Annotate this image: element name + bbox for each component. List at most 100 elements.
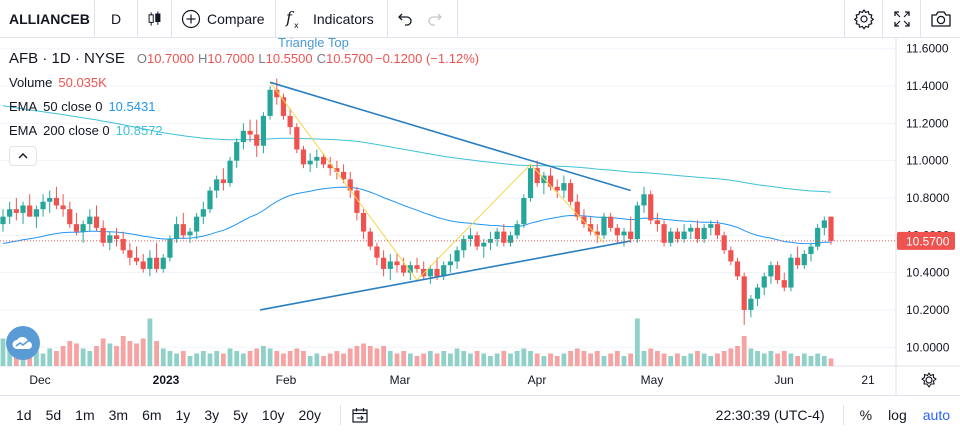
undo-icon[interactable] (397, 11, 413, 27)
range-button-5d[interactable]: 5d (45, 406, 62, 423)
clock-timezone[interactable]: 22:30:39 (UTC-4) (715, 406, 825, 423)
candle-body (140, 261, 146, 269)
volume-legend-row[interactable]: Volume 50.035K (9, 71, 481, 95)
candle-body (815, 227, 821, 247)
candle-body (634, 205, 640, 240)
ema200-legend-value: 10.8572 (115, 123, 163, 138)
candle-body (694, 227, 701, 240)
volume-bar (788, 353, 794, 366)
range-button-3y[interactable]: 3y (204, 406, 220, 423)
range-button-3m[interactable]: 3m (108, 406, 129, 423)
time-tick-label: 21 (861, 373, 875, 387)
auto-scale-toggle[interactable]: auto (922, 406, 950, 423)
ohlc-values: O10.7000 H10.7000 L10.5500 C10.5700 (135, 47, 375, 71)
candle-body (80, 224, 86, 232)
candle-body (93, 216, 100, 228)
volume-bar (127, 341, 133, 366)
axis-settings-gear-icon[interactable] (921, 372, 937, 388)
range-button-1d[interactable]: 1d (16, 406, 32, 423)
volume-bar (768, 351, 774, 366)
volume-bar (194, 353, 200, 366)
candle-body (274, 89, 280, 98)
goto-date-icon[interactable] (351, 406, 369, 424)
candle-body (668, 231, 674, 243)
ema50-legend-row[interactable]: EMA 50 close 0 10.5431 (9, 95, 481, 119)
volume-bar (47, 348, 53, 366)
volume-bar (334, 351, 340, 366)
volume-bar (468, 353, 473, 366)
volume-bar (100, 338, 106, 366)
candle-body (227, 160, 233, 184)
price-chart[interactable]: 11.600011.400011.200011.000010.800010.60… (0, 38, 960, 395)
volume-bar (541, 356, 547, 366)
time-tick-label: Jun (774, 373, 793, 387)
indicators-button[interactable]: f x Indicators (276, 0, 388, 38)
symbol-search-button[interactable]: ALLIANCEB (0, 0, 95, 38)
last-price-label: 10.5700 (906, 234, 950, 248)
ohlc-key: L (258, 51, 266, 66)
price-tick-label: 11.4000 (906, 79, 949, 93)
volume-bar (828, 358, 834, 366)
candle-body (194, 216, 200, 232)
ema50-line (2, 186, 832, 245)
range-button-10y[interactable]: 10y (261, 406, 285, 423)
range-button-5y[interactable]: 5y (233, 406, 248, 423)
candle-body (174, 224, 180, 240)
candle-body (347, 179, 353, 191)
percent-toggle[interactable]: % (859, 406, 873, 423)
interval-button[interactable]: D (95, 0, 138, 38)
volume-bar (628, 353, 634, 366)
candle-body (60, 205, 66, 210)
time-tick-label: Apr (528, 373, 547, 387)
volume-bar (374, 348, 380, 366)
svg-text:f: f (285, 8, 295, 27)
tradingview-logo[interactable] (6, 326, 40, 360)
log-toggle[interactable]: log (888, 406, 907, 423)
range-button-20y[interactable]: 20y (298, 406, 322, 423)
volume-bar (327, 353, 333, 366)
volume-bar (474, 351, 480, 366)
price-tick-label: 11.6000 (906, 42, 949, 56)
candle-body (367, 231, 373, 247)
ema200-legend-row[interactable]: EMA 200 close 0 10.8572 (9, 119, 481, 143)
range-button-1m[interactable]: 1m (75, 406, 95, 423)
volume-bar (661, 353, 667, 366)
volume-bar (561, 353, 567, 366)
volume-bar (494, 353, 500, 366)
candle-body (401, 265, 407, 273)
triangle-top-pattern (0, 81, 896, 311)
volume-bars (0, 318, 834, 366)
volume-bar (728, 348, 734, 366)
candle-body (340, 171, 347, 180)
settings-button[interactable] (844, 0, 882, 38)
candle-body (828, 216, 834, 241)
upper-trendline (269, 81, 631, 192)
undo-redo-group (388, 0, 458, 38)
volume-bar (421, 353, 427, 366)
candle-body (0, 216, 6, 225)
candle-body (574, 201, 580, 217)
fx-icon: f x (285, 8, 299, 30)
gear-hub (925, 376, 933, 384)
candle-body (27, 205, 33, 217)
ohlc-key: C (316, 51, 326, 66)
range-button-6m[interactable]: 6m (142, 406, 162, 423)
candle-body (608, 216, 614, 228)
volume-bar (120, 336, 126, 366)
volume-bar (574, 348, 580, 366)
chart-type-button[interactable] (138, 0, 172, 38)
candle-body (307, 160, 313, 165)
candle-body (514, 224, 520, 236)
compare-button[interactable]: Compare (172, 0, 276, 38)
redo-icon[interactable] (427, 11, 443, 27)
snapshot-button[interactable] (920, 0, 960, 38)
volume-bar (281, 353, 286, 366)
fullscreen-button[interactable] (882, 0, 920, 38)
volume-bar (214, 351, 220, 366)
legend-collapse-button[interactable] (9, 146, 37, 166)
candle-body (768, 265, 774, 277)
range-button-1y[interactable]: 1y (175, 406, 191, 423)
price-tick-label: 11.0000 (906, 154, 949, 168)
candle-body (501, 231, 507, 243)
volume-bar (274, 351, 280, 366)
